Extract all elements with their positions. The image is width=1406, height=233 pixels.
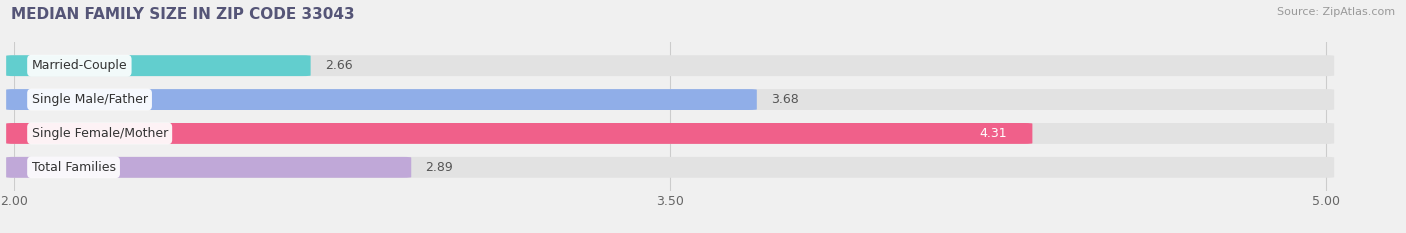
Text: 2.89: 2.89 bbox=[425, 161, 453, 174]
FancyBboxPatch shape bbox=[6, 55, 311, 76]
Text: MEDIAN FAMILY SIZE IN ZIP CODE 33043: MEDIAN FAMILY SIZE IN ZIP CODE 33043 bbox=[11, 7, 354, 22]
FancyBboxPatch shape bbox=[6, 89, 756, 110]
Text: 4.31: 4.31 bbox=[980, 127, 1007, 140]
Text: 3.68: 3.68 bbox=[770, 93, 799, 106]
FancyBboxPatch shape bbox=[6, 55, 1334, 76]
Text: Married-Couple: Married-Couple bbox=[31, 59, 127, 72]
Text: Single Male/Father: Single Male/Father bbox=[31, 93, 148, 106]
FancyBboxPatch shape bbox=[6, 157, 411, 178]
FancyBboxPatch shape bbox=[6, 157, 1334, 178]
Text: Source: ZipAtlas.com: Source: ZipAtlas.com bbox=[1277, 7, 1395, 17]
Text: Total Families: Total Families bbox=[31, 161, 115, 174]
FancyBboxPatch shape bbox=[6, 123, 1334, 144]
FancyBboxPatch shape bbox=[6, 123, 1032, 144]
Text: Single Female/Mother: Single Female/Mother bbox=[31, 127, 167, 140]
FancyBboxPatch shape bbox=[6, 89, 1334, 110]
Text: 2.66: 2.66 bbox=[325, 59, 353, 72]
